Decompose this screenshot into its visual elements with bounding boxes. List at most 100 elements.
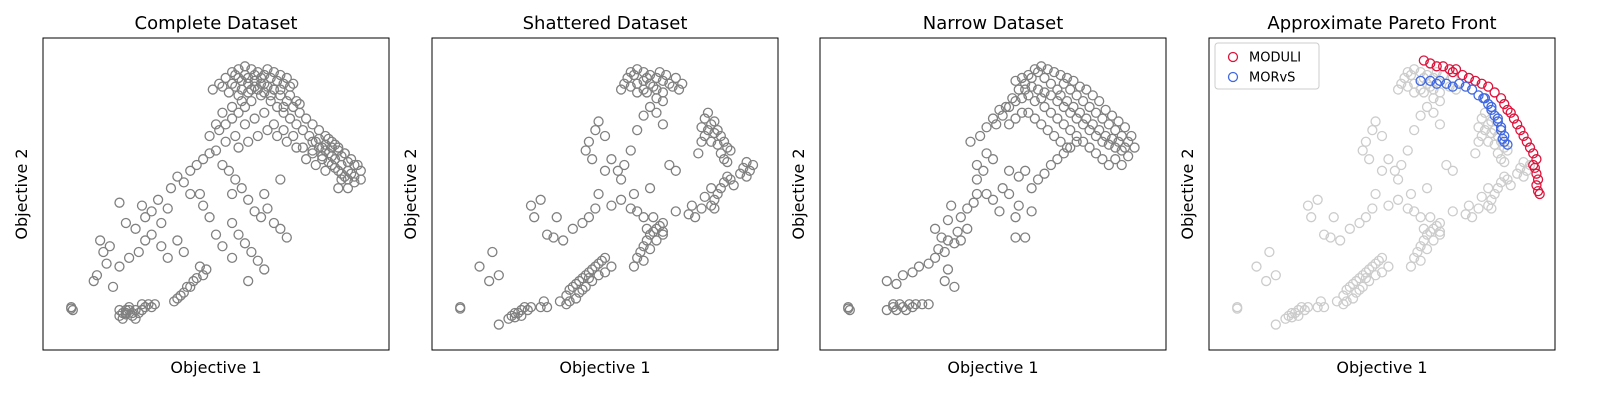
- data-point: [474, 261, 485, 272]
- data-point: [185, 165, 196, 176]
- data-point: [632, 125, 643, 136]
- data-point: [284, 113, 296, 124]
- data-point: [564, 284, 575, 295]
- data-point: [1376, 130, 1388, 142]
- data-point: [1097, 113, 1108, 124]
- data-point: [333, 145, 344, 156]
- data-point: [535, 194, 546, 205]
- data-point: [181, 281, 193, 293]
- data-point: [152, 194, 164, 205]
- data-point: [699, 130, 710, 142]
- data-point: [288, 78, 299, 89]
- data-point: [1425, 58, 1436, 69]
- data-point: [1296, 302, 1307, 313]
- data-point: [522, 304, 533, 316]
- legend-marker: [1227, 71, 1239, 83]
- data-point: [1463, 72, 1475, 84]
- data-point: [297, 125, 309, 136]
- data-point: [1032, 174, 1044, 185]
- data-point: [991, 119, 1002, 130]
- data-point: [156, 241, 167, 252]
- data-point: [1335, 235, 1346, 246]
- data-point: [243, 78, 254, 89]
- data-point: [1344, 281, 1355, 293]
- data-point: [1363, 264, 1375, 275]
- data-point: [1055, 136, 1066, 147]
- data-point: [538, 296, 550, 307]
- data-point: [1399, 72, 1410, 84]
- data-point: [1367, 203, 1378, 214]
- data-point: [712, 125, 723, 136]
- data-point: [226, 252, 238, 263]
- data-point: [114, 304, 125, 316]
- data-point: [891, 304, 902, 316]
- data-point: [1418, 235, 1429, 246]
- data-point: [551, 212, 562, 223]
- data-point: [1065, 142, 1076, 153]
- data-point: [1499, 156, 1510, 168]
- data-point: [583, 272, 595, 284]
- data-point: [239, 69, 251, 81]
- data-point: [1036, 119, 1047, 130]
- data-point: [120, 217, 132, 229]
- chart-panel-3: Narrow Dataset Objective 1 Objective 2: [789, 13, 1167, 377]
- data-point: [1270, 270, 1281, 281]
- data-point: [1370, 258, 1381, 269]
- data-point: [946, 200, 957, 211]
- data-point: [1512, 119, 1523, 130]
- data-point: [288, 130, 299, 142]
- data-point: [1061, 142, 1073, 153]
- data-point: [1495, 93, 1507, 104]
- data-point: [638, 110, 649, 121]
- data-point: [888, 302, 899, 313]
- data-point: [615, 194, 627, 205]
- data-point: [1421, 243, 1433, 255]
- data-point: [1415, 241, 1426, 252]
- data-point: [1055, 90, 1066, 101]
- data-point: [95, 235, 106, 246]
- data-point: [706, 119, 717, 130]
- data-point: [1370, 270, 1381, 281]
- legend-label: MORvS: [1249, 71, 1295, 86]
- data-point: [541, 302, 553, 313]
- data-point: [718, 136, 730, 147]
- data-point: [525, 302, 537, 313]
- data-point: [1013, 200, 1024, 211]
- data-point: [307, 145, 318, 156]
- data-point: [1486, 101, 1497, 113]
- data-point: [255, 78, 267, 89]
- data-point: [635, 246, 646, 258]
- data-point: [1020, 78, 1031, 89]
- data-point: [336, 174, 347, 185]
- data-point: [1116, 145, 1127, 156]
- data-point: [1415, 255, 1426, 266]
- data-point: [1476, 113, 1487, 124]
- data-point: [136, 200, 148, 211]
- data-point: [1097, 154, 1108, 165]
- data-point: [1483, 136, 1494, 147]
- data-point: [1483, 119, 1494, 130]
- data-point: [217, 241, 228, 252]
- data-point: [657, 96, 669, 107]
- data-point: [709, 116, 720, 127]
- data-point: [1007, 93, 1018, 104]
- data-point: [1470, 75, 1481, 86]
- data-point: [971, 159, 983, 171]
- data-point: [1499, 98, 1510, 110]
- data-point: [1486, 116, 1497, 127]
- data-point: [1392, 194, 1404, 205]
- data-point: [1486, 104, 1497, 115]
- data-point: [230, 130, 241, 142]
- data-point: [881, 304, 892, 316]
- data-point: [1010, 212, 1021, 223]
- data-point: [994, 206, 1005, 217]
- data-point: [673, 84, 685, 95]
- data-point: [255, 90, 267, 101]
- data-point: [201, 264, 212, 275]
- data-point: [702, 125, 714, 136]
- data-point: [981, 188, 992, 200]
- data-point: [493, 319, 504, 330]
- data-point: [1123, 151, 1134, 162]
- data-point: [1495, 154, 1507, 165]
- data-point: [971, 174, 983, 185]
